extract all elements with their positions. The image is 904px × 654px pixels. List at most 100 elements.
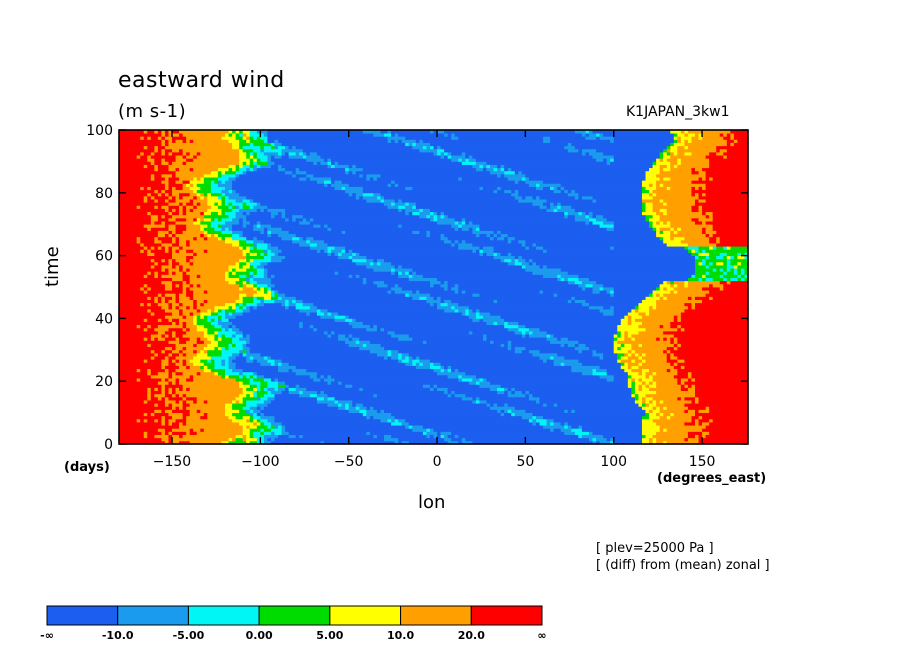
heatmap-cell bbox=[193, 400, 198, 404]
heatmap-cell bbox=[281, 151, 286, 156]
heatmap-cell bbox=[412, 268, 526, 272]
heatmap-cell bbox=[172, 173, 176, 178]
heatmap-cell bbox=[663, 337, 668, 341]
heatmap-cell bbox=[447, 133, 452, 137]
heatmap-cell bbox=[422, 340, 427, 344]
heatmap-cell bbox=[560, 422, 565, 426]
heatmap-cell bbox=[419, 214, 427, 219]
heatmap-cell bbox=[267, 287, 272, 291]
heatmap-cell bbox=[256, 406, 261, 410]
heatmap-cell bbox=[546, 403, 555, 407]
heatmap-cell bbox=[429, 434, 434, 439]
heatmap-cell bbox=[214, 308, 219, 313]
heatmap-cell bbox=[412, 425, 424, 429]
heatmap-cell bbox=[172, 374, 191, 379]
heatmap-cell bbox=[345, 170, 350, 175]
heatmap-cell bbox=[193, 299, 198, 304]
heatmap-cell bbox=[270, 428, 282, 432]
heatmap-cell bbox=[189, 192, 198, 197]
heatmap-cell bbox=[150, 186, 166, 191]
heatmap-cell bbox=[656, 293, 661, 297]
heatmap-cell bbox=[278, 252, 328, 256]
heatmap-cell bbox=[327, 246, 335, 250]
heatmap-cell bbox=[659, 230, 664, 235]
heatmap-cell bbox=[253, 258, 272, 263]
heatmap-cell bbox=[454, 239, 459, 244]
heatmap-cell bbox=[415, 271, 533, 275]
heatmap-cell bbox=[702, 249, 706, 253]
heatmap-cell bbox=[263, 299, 275, 304]
heatmap-cell bbox=[239, 371, 244, 376]
heatmap-cell bbox=[585, 133, 590, 137]
heatmap-cell bbox=[617, 337, 625, 341]
heatmap-cell bbox=[521, 243, 526, 247]
heatmap-cell bbox=[645, 434, 653, 439]
heatmap-cell bbox=[270, 431, 275, 435]
heatmap-cell bbox=[119, 183, 166, 187]
heatmap-cell bbox=[249, 406, 258, 410]
heatmap-cell bbox=[726, 148, 749, 153]
heatmap-cell bbox=[217, 211, 222, 216]
heatmap-cell bbox=[164, 208, 169, 213]
heatmap-cell bbox=[387, 205, 399, 209]
heatmap-cell bbox=[691, 205, 699, 209]
heatmap-cell bbox=[323, 312, 328, 316]
heatmap-cell bbox=[182, 415, 187, 420]
heatmap-cell bbox=[147, 431, 162, 435]
heatmap-cell bbox=[677, 227, 682, 231]
heatmap-cell bbox=[147, 343, 152, 348]
heatmap-cell bbox=[217, 334, 222, 338]
chart-title: eastward wind bbox=[118, 68, 285, 93]
heatmap-cell bbox=[175, 418, 187, 423]
heatmap-cell bbox=[309, 221, 438, 225]
heatmap-cell bbox=[525, 195, 533, 200]
heatmap-cell bbox=[249, 349, 371, 354]
heatmap-cell bbox=[447, 390, 452, 395]
heatmap-cell bbox=[186, 136, 222, 140]
heatmap-cell bbox=[196, 189, 212, 194]
heatmap-cell bbox=[157, 192, 162, 197]
heatmap-cell bbox=[203, 428, 244, 432]
heatmap-cell bbox=[355, 340, 360, 344]
heatmap-cell bbox=[627, 321, 632, 326]
heatmap-cell bbox=[525, 177, 530, 181]
heatmap-cell bbox=[634, 378, 639, 382]
heatmap-cell bbox=[232, 167, 237, 172]
heatmap-cell bbox=[168, 356, 176, 360]
heatmap-cell bbox=[295, 305, 311, 310]
heatmap-cell bbox=[723, 287, 749, 291]
heatmap-cell bbox=[497, 164, 502, 169]
heatmap-cell bbox=[737, 274, 742, 278]
heatmap-cell bbox=[670, 145, 678, 150]
heatmap-cell bbox=[521, 334, 526, 338]
y-tick-label: 80 bbox=[95, 186, 113, 202]
heatmap-cell bbox=[274, 393, 300, 398]
heatmap-cell bbox=[281, 236, 293, 241]
heatmap-cell bbox=[263, 287, 268, 291]
heatmap-cell bbox=[698, 440, 749, 445]
heatmap-cell bbox=[147, 199, 155, 203]
heatmap-cell bbox=[641, 384, 646, 388]
heatmap-cell bbox=[161, 293, 166, 297]
heatmap-cell bbox=[620, 334, 625, 338]
heatmap-cell bbox=[649, 183, 653, 187]
heatmap-cell bbox=[161, 349, 166, 354]
heatmap-cell bbox=[143, 130, 148, 134]
heatmap-cell bbox=[504, 343, 509, 348]
heatmap-cell bbox=[444, 151, 449, 156]
heatmap-cell bbox=[564, 425, 569, 429]
heatmap-cell bbox=[157, 217, 169, 222]
heatmap-cell bbox=[119, 415, 162, 420]
heatmap-cell bbox=[521, 261, 530, 266]
heatmap-cell bbox=[384, 346, 509, 351]
heatmap-cell bbox=[225, 409, 240, 413]
heatmap-cell bbox=[119, 205, 138, 209]
heatmap-cell bbox=[150, 287, 166, 291]
heatmap-cell bbox=[119, 334, 152, 338]
heatmap-cell bbox=[355, 318, 473, 322]
heatmap-cell bbox=[567, 425, 572, 429]
heatmap-cell bbox=[670, 227, 675, 231]
heatmap-cell bbox=[119, 403, 155, 407]
heatmap-cell bbox=[479, 233, 487, 238]
heatmap-cell bbox=[447, 368, 452, 373]
